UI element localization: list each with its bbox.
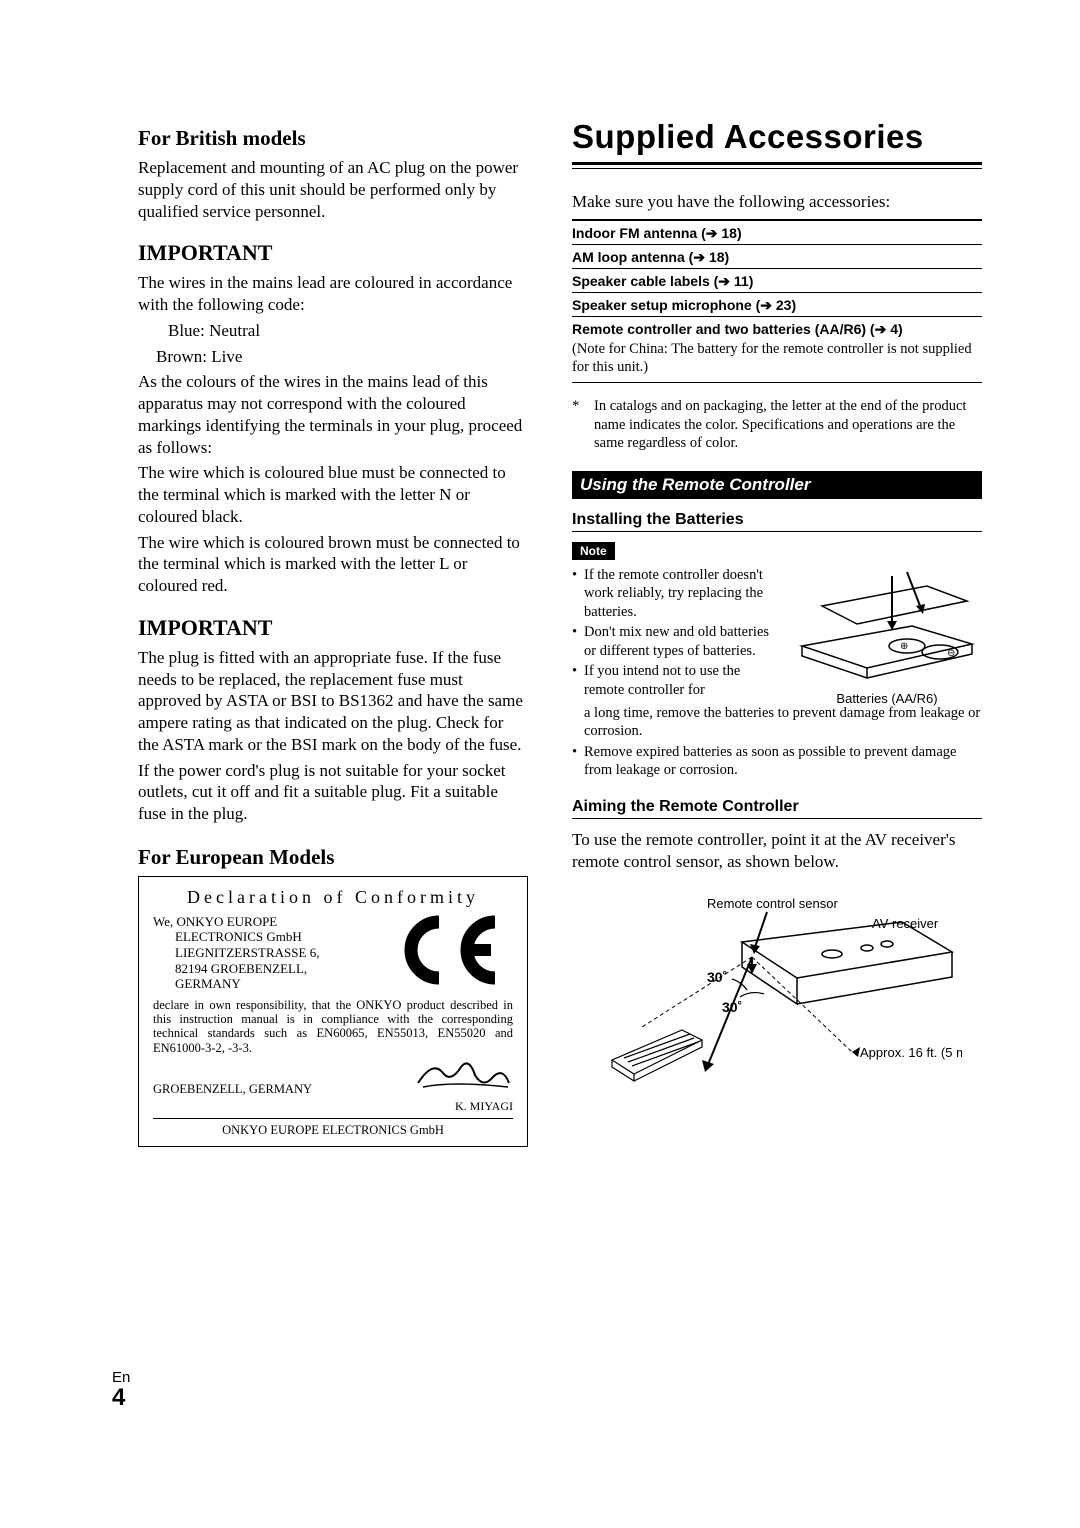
doc-we: We, (153, 914, 173, 929)
wire-brown: Brown: Live (156, 346, 528, 368)
chapter-rule (572, 162, 982, 165)
angle-top-svg: 30˚ (707, 969, 727, 985)
note-item: Remove expired batteries as soon as poss… (584, 743, 982, 780)
doc-title: Declaration of Conformity (153, 887, 513, 908)
footnote: * In catalogs and on packaging, the lett… (572, 397, 982, 453)
important2-heading: IMPORTANT (138, 615, 528, 641)
acc-item: Remote controller and two batteries (AA/… (572, 316, 982, 378)
acc-item-note: (Note for China: The battery for the rem… (572, 340, 982, 376)
aiming-heading: Aiming the Remote Controller (572, 798, 982, 816)
important1-p2: As the colours of the wires in the mains… (138, 371, 528, 458)
important2-p2: If the power cord's plug is not suitable… (138, 760, 528, 825)
accessory-list: Indoor FM antenna (➔ 18) AM loop antenna… (572, 219, 982, 383)
remote-banner: Using the Remote Controller (572, 471, 982, 499)
remote-diagram: Remote control sensor AV receiver 30˚ (572, 882, 982, 1087)
important1-p1: The wires in the mains lead are coloured… (138, 272, 528, 316)
battery-diagram-icon: ⊕ ⊖ (792, 566, 982, 691)
acc-item-label: Remote controller and two batteries (AA/… (572, 321, 903, 337)
note-item: Don't mix new and old batteries or diffe… (584, 623, 782, 660)
acc-item: AM loop antenna (➔ 18) (572, 244, 982, 268)
page-footer: En 4 (112, 1369, 130, 1410)
doc-addr2: ELECTRONICS GmbH (175, 929, 319, 945)
svg-text:⊕: ⊕ (900, 641, 908, 652)
doc-footer: ONKYO EUROPE ELECTRONICS GmbH (153, 1118, 513, 1138)
euro-heading: For European Models (138, 845, 528, 870)
install-heading: Installing the Batteries (572, 511, 982, 529)
sub-rule (572, 531, 982, 532)
acc-item: Indoor FM antenna (➔ 18) (572, 219, 982, 244)
chapter-rule-thin (572, 168, 982, 169)
intro-text: Make sure you have the following accesso… (572, 191, 982, 213)
sensor-label-svg: Remote control sensor (707, 896, 838, 911)
doc-sig-name: K. MIYAGI (153, 1099, 513, 1114)
conformity-box: Declaration of Conformity We, ONKYO EURO… (138, 876, 528, 1147)
note-item: If the remote controller doesn't work re… (584, 566, 782, 622)
doc-addr4: 82194 GROEBENZELL, (175, 961, 319, 977)
acc-item: Speaker cable labels (➔ 11) (572, 268, 982, 292)
doc-addr1: ONKYO EUROPE (177, 914, 278, 929)
signature-icon (413, 1055, 513, 1097)
note-item-cont: a long time, remove the batteries to pre… (584, 704, 982, 741)
important1-p4: The wire which is coloured brown must be… (138, 532, 528, 597)
important1-p3: The wire which is coloured blue must be … (138, 462, 528, 527)
doc-addr5: GERMANY (175, 976, 319, 992)
note-item: If you intend not to use the remote cont… (584, 662, 782, 699)
wire-blue: Blue: Neutral (168, 320, 528, 342)
note-badge: Note (572, 542, 615, 560)
aiming-text: To use the remote controller, point it a… (572, 829, 982, 873)
doc-para: declare in own responsibility, that the … (153, 998, 513, 1056)
british-text: Replacement and mounting of an AC plug o… (138, 157, 528, 222)
important1-heading: IMPORTANT (138, 240, 528, 266)
sub-rule (572, 818, 982, 819)
ce-mark-icon (399, 914, 509, 986)
distance-label-svg: Approx. 16 ft. (5 m) (860, 1045, 962, 1060)
receiver-label-svg: AV receiver (872, 916, 939, 931)
footer-page-number: 4 (112, 1386, 130, 1410)
important2-p1: The plug is fitted with an appropriate f… (138, 647, 528, 756)
svg-text:⊖: ⊖ (947, 648, 955, 659)
doc-addr3: LIEGNITZERSTRASSE 6, (175, 945, 319, 961)
chapter-title: Supplied Accessories (572, 118, 982, 156)
angle-bot-svg: 30˚ (722, 999, 742, 1015)
acc-rule (572, 382, 982, 383)
footnote-marker: * (572, 397, 594, 453)
doc-location: GROEBENZELL, GERMANY (153, 1082, 312, 1097)
acc-item: Speaker setup microphone (➔ 23) (572, 292, 982, 316)
british-heading: For British models (138, 126, 528, 151)
footnote-text: In catalogs and on packaging, the letter… (594, 397, 982, 453)
